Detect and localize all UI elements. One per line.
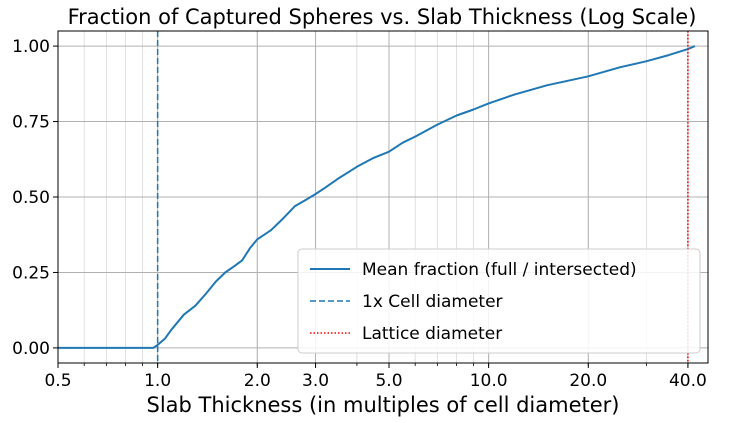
x-tick-label: 3.0 (302, 371, 329, 391)
axis-ticks: 0.5 1.0 2.0 3.0 5.0 10.0 20.0 40.0 0.00 0.25 0.50 0… (12, 37, 707, 391)
x-tick-label: 20.0 (569, 371, 607, 391)
x-axis-label: Slab Thickness (in multiples of cell dia… (146, 393, 619, 417)
x-tick-label: 1.0 (144, 371, 171, 391)
chart-title: Fraction of Captured Spheres vs. Slab Th… (68, 5, 697, 29)
y-tick-label: 0.00 (12, 339, 50, 359)
y-tick-label: 0.75 (12, 113, 50, 133)
x-tick-label: 40.0 (669, 371, 707, 391)
legend-label: Mean fraction (full / intersected) (362, 260, 637, 280)
x-tick-label: 2.0 (244, 371, 271, 391)
x-tick-label: 0.5 (44, 371, 71, 391)
y-tick-label: 0.25 (12, 263, 50, 283)
legend-box (297, 248, 701, 354)
y-tick-label: 0.50 (12, 188, 50, 208)
legend-label: 1x Cell diameter (362, 292, 503, 312)
y-tick-label: 1.00 (12, 37, 50, 57)
series-line-mean-fraction (58, 45, 696, 349)
x-tick-label: 5.0 (375, 371, 402, 391)
x-tick-label: 10.0 (470, 371, 508, 391)
legend: Mean fraction (full / intersected) 1x Cel… (297, 248, 701, 354)
legend-label: Lattice diameter (362, 324, 502, 344)
